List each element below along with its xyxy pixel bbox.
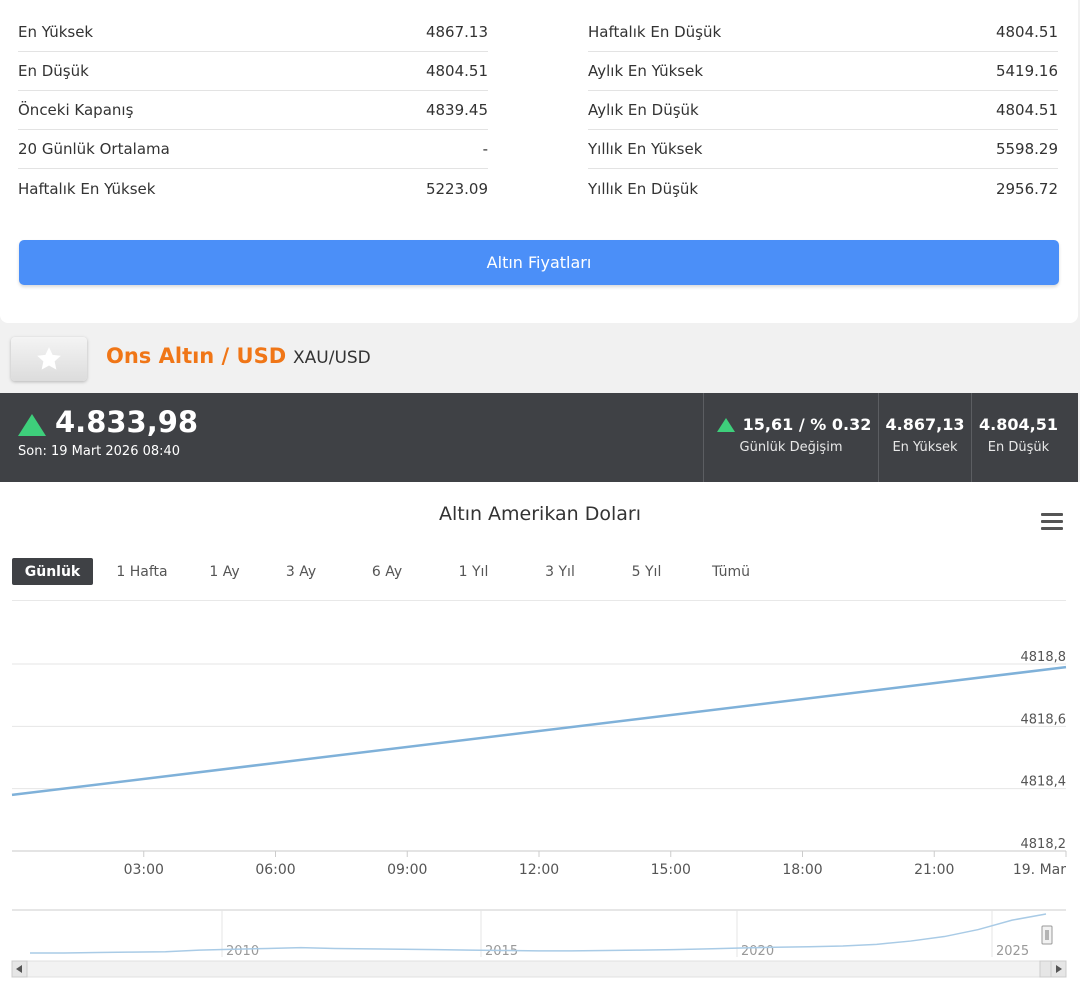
navigator-handle[interactable] <box>1041 925 1053 945</box>
x-tick-label: 19. Mar <box>1013 862 1066 878</box>
stats-card: En Yüksek 4867.13 En Düşük 4804.51 Önceki Ka… <box>0 0 1078 323</box>
x-tick-label: 18:00 <box>782 862 822 878</box>
stat-label: Aylık En Düşük <box>588 101 699 119</box>
stat-row: Aylık En Düşük 4804.51 <box>588 91 1058 130</box>
range-button[interactable]: Günlük <box>12 558 93 585</box>
range-button[interactable]: 3 Ay <box>285 563 317 580</box>
y-tick-label: 4818,4 <box>1021 775 1067 790</box>
stats-column-left: En Yüksek 4867.13 En Düşük 4804.51 Önceki Ka… <box>18 13 488 208</box>
stat-label: En Yüksek <box>18 23 94 41</box>
y-tick-label: 4818,8 <box>1021 650 1067 665</box>
daily-high-value: 4.867,13 <box>885 415 965 434</box>
stat-row: Haftalık En Yüksek 5223.09 <box>18 169 488 208</box>
stat-row: Önceki Kapanış 4839.45 <box>18 91 488 130</box>
navigator-tick-label: 2020 <box>741 944 774 959</box>
range-button[interactable]: 1 Ay <box>209 563 240 580</box>
x-tick-label: 12:00 <box>519 862 559 878</box>
current-price: 4.833,98 <box>55 405 199 439</box>
daily-low-value: 4.804,51 <box>979 415 1058 434</box>
stat-row: Yıllık En Yüksek 5598.29 <box>588 130 1058 169</box>
favorite-button[interactable] <box>11 337 87 381</box>
stat-value: 4804.51 <box>995 101 1058 119</box>
trend-up-icon <box>18 414 46 436</box>
stat-value: 5223.09 <box>425 179 488 198</box>
stat-row: Yıllık En Düşük 2956.72 <box>588 169 1058 208</box>
change-up-icon <box>717 418 735 432</box>
chart-title: Altın Amerikan Doları <box>438 503 642 525</box>
stat-value: 4804.51 <box>995 23 1058 41</box>
stat-label: Haftalık En Düşük <box>588 23 722 41</box>
y-tick-label: 4818,2 <box>1021 837 1067 852</box>
asset-code: XAU/USD <box>293 348 371 368</box>
scroll-left-arrow-icon <box>16 965 22 973</box>
scroll-right-arrow-icon <box>1056 965 1062 973</box>
stat-value: 2956.72 <box>995 179 1058 198</box>
stat-label: Haftalık En Yüksek <box>18 179 156 198</box>
stat-label: Yıllık En Düşük <box>588 179 699 198</box>
stat-label: Önceki Kapanış <box>18 101 134 119</box>
daily-high-box: 4.867,13 En Yüksek <box>878 393 971 482</box>
x-tick-label: 15:00 <box>651 862 691 878</box>
y-tick-label: 4818,6 <box>1021 712 1067 727</box>
range-button[interactable]: 1 Yıl <box>458 563 489 580</box>
x-tick-label: 06:00 <box>255 862 295 878</box>
x-tick-label: 21:00 <box>914 862 954 878</box>
daily-high-label: En Yüksek <box>892 440 958 455</box>
navigator-tick-label: 2025 <box>996 944 1029 959</box>
range-divider <box>12 600 1066 601</box>
stat-row: 20 Günlük Ortalama - <box>18 130 488 169</box>
stat-value: - <box>482 140 488 158</box>
stat-row: En Yüksek 4867.13 <box>18 13 488 52</box>
daily-low-box: 4.804,51 En Düşük <box>971 393 1065 482</box>
x-tick-label: 09:00 <box>387 862 427 878</box>
gold-prices-button[interactable]: Altın Fiyatları <box>19 240 1059 285</box>
hamburger-menu-icon[interactable] <box>1041 513 1063 531</box>
navigator-series-line <box>30 913 1047 954</box>
range-button[interactable]: Tümü <box>711 563 750 580</box>
navigator-scrollbar-track <box>11 960 1067 978</box>
stat-value: 4804.51 <box>425 62 488 80</box>
stats-column-right: Haftalık En Düşük 4804.51 Aylık En Yüksek 5… <box>588 13 1058 208</box>
x-tick-label: 03:00 <box>124 862 164 878</box>
star-icon <box>37 347 61 370</box>
price-summary-bar: 4.833,98 Son: 19 Mart 2026 08:40 15,61 /… <box>0 393 1078 482</box>
range-selector: Günlük 1 Hafta 1 Ay 3 Ay 6 Ay 1 Yıl 3 Yıl 5 Yıl… <box>12 558 772 585</box>
stat-label: Yıllık En Yüksek <box>588 140 703 158</box>
chart-container: Altın Amerikan Doları Günlük 1 Hafta 1 Ay 3… <box>0 482 1080 999</box>
stat-row: Aylık En Yüksek 5419.16 <box>588 52 1058 91</box>
price-line-chart: 4818,2 4818,4 4818,6 4818,8 03:00 06:00 09:00 1… <box>11 650 1067 978</box>
stat-value: 5598.29 <box>995 140 1058 158</box>
range-button[interactable]: 5 Yıl <box>631 563 662 580</box>
navigator-tick-label: 2010 <box>226 944 259 959</box>
daily-change-box: 15,61 / % 0.32 Günlük Değişim <box>703 393 878 482</box>
stat-label: 20 Günlük Ortalama <box>18 140 170 158</box>
stat-label: Aylık En Yüksek <box>588 62 704 80</box>
daily-change-label: Günlük Değişim <box>739 440 843 455</box>
stat-value: 5419.16 <box>995 62 1058 80</box>
asset-title: Ons Altın / USD <box>106 344 287 368</box>
last-update-time: Son: 19 Mart 2026 08:40 <box>18 444 181 459</box>
daily-change-value: 15,61 / % 0.32 <box>742 415 872 434</box>
range-button[interactable]: 1 Hafta <box>116 563 168 580</box>
daily-low-label: En Düşük <box>987 440 1050 455</box>
stat-value: 4839.45 <box>425 101 488 119</box>
range-button[interactable]: 3 Yıl <box>545 563 575 580</box>
stat-row: Haftalık En Düşük 4804.51 <box>588 13 1058 52</box>
price-series-line <box>11 665 1067 797</box>
navigator-tick-label: 2015 <box>485 944 518 959</box>
stat-label: En Düşük <box>18 62 89 80</box>
stat-value: 4867.13 <box>425 23 488 41</box>
stat-row: En Düşük 4804.51 <box>18 52 488 91</box>
range-button[interactable]: 6 Ay <box>371 563 403 580</box>
